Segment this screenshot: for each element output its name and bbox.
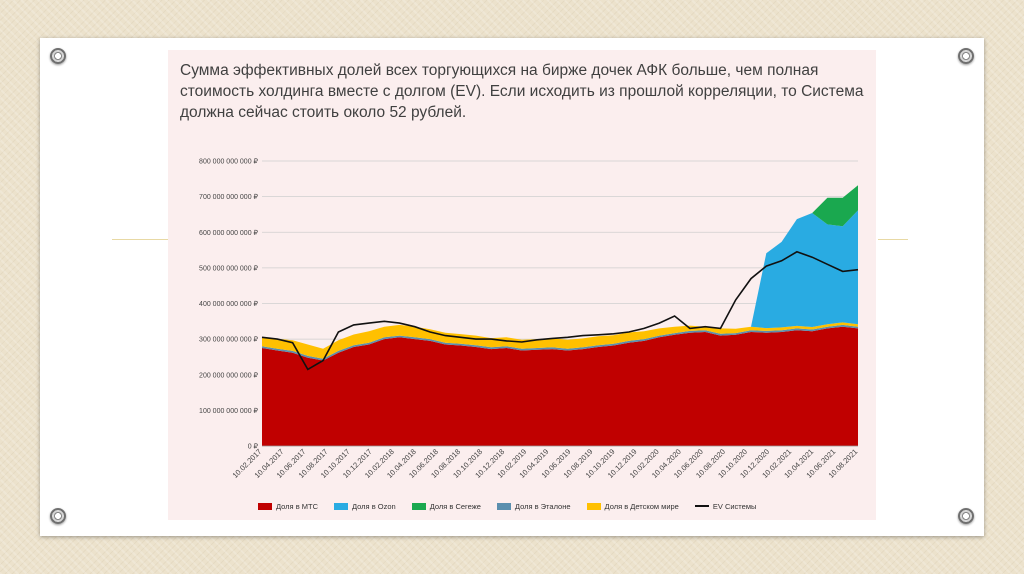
y-tick-label: 500 000 000 000 ₽ [199,264,258,272]
legend-item-ozon: Доля в Ozon [334,502,396,511]
series-area-ozon [262,210,858,349]
y-tick-label: 800 000 000 000 ₽ [199,158,258,166]
legend-swatch [586,502,601,510]
legend-swatch [694,505,709,507]
legend-label: Доля в Сегеже [429,501,481,511]
legend-label: Доля в МТС [276,501,319,511]
y-tick-label: 100 000 000 000 ₽ [199,407,258,415]
pin-icon-bottom-left [50,508,66,524]
series-area-detsky-mir [262,322,858,359]
y-tick-label: 0 ₽ [248,443,259,451]
legend-swatch [411,502,426,510]
y-tick-label: 700 000 000 000 ₽ [199,193,258,201]
series-line-ev [261,250,859,371]
series-area-mts [262,326,858,446]
y-tick-label: 600 000 000 000 ₽ [199,229,258,237]
legend-item-etalon: Доля в Эталоне [496,501,571,511]
legend-item-ev: EV Системы [694,501,757,511]
legend-item-detsky-mir: Доля в Детском мире [586,501,679,511]
y-tick-label: 200 000 000 000 ₽ [199,371,258,379]
legend-label: Доля в Ozon [352,501,396,511]
pin-icon-bottom-right [958,508,974,524]
stacked-area-chart: 0 ₽ 100 000 000 000 ₽ 200 000 000 000 ₽ 300… [199,158,859,480]
legend-swatch [258,502,272,510]
slide-title: Сумма эффективных долей всех торгующихся… [180,62,864,121]
y-tick-label: 400 000 000 000 ₽ [199,300,258,308]
legend-label: Доля в Детском мире [604,501,679,511]
y-tick-label: 300 000 000 000 ₽ [199,336,258,344]
decorative-line-right [878,239,908,240]
pin-icon-top-right [958,48,974,64]
legend-label: Доля в Эталоне [514,501,571,511]
legend-item-mts: Доля в МТС [258,502,318,511]
chart-legend: Доля в МТС Доля в Ozon Доля в Сегеже Доля в… [258,500,858,512]
legend-swatch [334,502,349,510]
legend-swatch [496,502,511,510]
decorative-line-left [112,239,222,240]
legend-label: EV Системы [712,501,757,511]
pin-icon-top-left [50,48,66,64]
legend-item-segezha: Доля в Сегеже [411,501,481,511]
